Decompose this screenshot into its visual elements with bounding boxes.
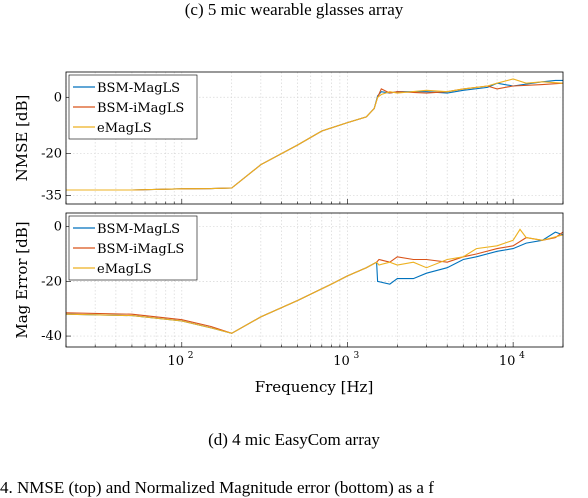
nmse-panel: 0 -20 -35 NMSE [dB] BSM-MagLS BSM-iMagLS eMa… — [13, 71, 564, 205]
x-tick-exponent: 4 — [519, 351, 525, 361]
series-line-emagls — [66, 78, 564, 191]
legend-entry: BSM-MagLS — [97, 222, 180, 237]
series-line-emagls — [65, 228, 564, 334]
x-tick-label: 10 — [499, 354, 516, 369]
mag-error-ylabel: Mag Error [dB] — [13, 221, 31, 338]
x-axis-label: Frequency [Hz] — [255, 378, 374, 396]
y-tick-label: -20 — [41, 146, 62, 161]
nmse-ylabel: NMSE [dB] — [13, 95, 31, 182]
nmse-axes-frame — [65, 71, 564, 205]
legend-entry: eMagLS — [97, 121, 152, 136]
x-tick-exponent: 3 — [353, 351, 359, 361]
caption-top: (c) 5 mic wearable glasses array — [184, 0, 404, 19]
legend-entry: BSM-MagLS — [97, 81, 180, 96]
y-tick-label: 0 — [54, 90, 62, 105]
y-tick-label: 0 — [54, 220, 62, 235]
y-tick-label: -20 — [41, 274, 62, 289]
mag-error-legend: BSM-MagLS BSM-iMagLS eMagLS — [68, 215, 198, 281]
legend-entry: BSM-iMagLS — [97, 242, 184, 257]
y-tick-label: -35 — [41, 189, 62, 204]
x-tick-label: 10 — [333, 354, 350, 369]
legend-entry: BSM-iMagLS — [97, 101, 184, 116]
y-tick-label: -40 — [41, 329, 62, 344]
caption-bottom: (d) 4 mic EasyCom array — [208, 430, 380, 449]
x-tick-exponent: 2 — [188, 351, 194, 361]
figure-caption-text: 4. NMSE (top) and Normalized Magnitude e… — [0, 478, 434, 497]
mag-error-axes-frame — [65, 212, 564, 348]
x-tick-label: 10 — [168, 354, 185, 369]
nmse-legend: BSM-MagLS BSM-iMagLS eMagLS — [68, 74, 198, 140]
legend-entry: eMagLS — [97, 262, 152, 277]
